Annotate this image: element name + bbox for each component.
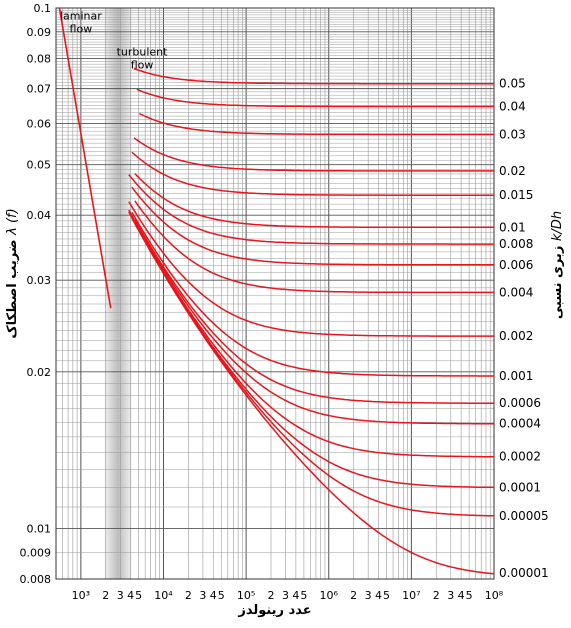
roughness-label: 0.0006	[499, 396, 541, 410]
roughness-label: 0.008	[499, 237, 533, 251]
curve-0.015	[131, 151, 494, 196]
x-tick-label: 3	[282, 589, 289, 602]
curve-0.004	[134, 200, 494, 294]
y-axis-title: ضریب اصطکاک λ (f)	[5, 208, 20, 338]
y-tick-label: 0.02	[27, 366, 52, 379]
x-tick-label: 5	[300, 589, 307, 602]
roughness-label: 0.001	[499, 369, 533, 383]
x-axis-title: عدد رینولدز	[237, 603, 311, 618]
x-tick-label: 2	[433, 589, 440, 602]
y-tick-label: 0.08	[27, 52, 52, 65]
y-tick-label: 0.01	[27, 523, 52, 536]
y-tick-label: 0.04	[27, 209, 52, 222]
x-tick-label: 3	[365, 589, 372, 602]
curve-0.01	[134, 172, 494, 229]
roughness-label: 0.0004	[499, 417, 541, 431]
curve-0.0006	[134, 219, 494, 404]
x-tick-label: 4	[127, 589, 134, 602]
y-tick-label: 0.06	[27, 117, 52, 130]
roughness-label: 0.0001	[499, 480, 541, 494]
y-tick-label: 0.008	[20, 573, 52, 586]
roughness-label: 0.002	[499, 329, 533, 343]
x-tick-label: 10⁷	[402, 589, 420, 602]
roughness-label: 0.015	[499, 188, 533, 202]
x-tick-label: 4	[292, 589, 299, 602]
x-tick-label: 2	[267, 589, 274, 602]
curve-0.001	[131, 212, 494, 377]
curve-0.02	[133, 137, 494, 172]
curve-0.03	[138, 112, 494, 136]
x-tick-label: 10⁵	[237, 589, 255, 602]
turbulent-annotation: turbulent flow	[117, 46, 169, 72]
transition-band	[104, 8, 132, 579]
x-tick-label: 3	[199, 589, 206, 602]
y-tick-label: 0.1	[34, 2, 52, 15]
y-tick-label: 0.09	[27, 26, 52, 39]
x-tick-label: 2	[185, 589, 192, 602]
x-tick-label: 5	[466, 589, 473, 602]
x-tick-label: 4	[375, 589, 382, 602]
curve-0.00001	[131, 217, 495, 575]
roughness-label: 0.006	[499, 258, 533, 272]
x-tick-label: 4	[458, 589, 465, 602]
curve-0.008	[128, 174, 494, 245]
roughness-label: 0.03	[499, 127, 526, 141]
x-tick-label: 10⁸	[485, 589, 504, 602]
curve-0.00005	[128, 211, 494, 517]
x-tick-label: 10⁶	[320, 589, 339, 602]
x-tick-label: 2	[350, 589, 357, 602]
curve-0.0001	[134, 222, 495, 489]
laminar-annotation: laminar flow	[60, 10, 102, 36]
roughness-label: 0.05	[499, 77, 526, 91]
plot-frame	[55, 7, 495, 580]
curve-0.0004	[128, 209, 494, 425]
y-tick-label: 0.009	[20, 546, 52, 559]
x-tick-label: 5	[218, 589, 225, 602]
y-tick-label: 0.05	[27, 159, 52, 172]
x-tick-label: 3	[447, 589, 454, 602]
right-axis-title: زبری نسبی k/Dh	[550, 211, 565, 319]
x-tick-label: 2	[102, 589, 109, 602]
roughness-label: 0.02	[499, 164, 526, 178]
x-tick-label: 3	[117, 589, 124, 602]
roughness-label: 0.00001	[499, 566, 549, 580]
curve-0.04	[136, 88, 494, 108]
x-tick-label: 4	[210, 589, 217, 602]
x-tick-label: 5	[383, 589, 390, 602]
x-tick-label: 5	[135, 589, 142, 602]
x-tick-label: 10³	[72, 589, 90, 602]
curve-0.0002	[131, 216, 494, 458]
roughness-label: 0.0002	[499, 450, 541, 464]
x-tick-label: 10⁴	[154, 589, 173, 602]
laminar-line	[58, 7, 112, 309]
y-tick-label: 0.03	[27, 274, 52, 287]
curve-0.002	[128, 201, 494, 337]
curve-0.05	[133, 67, 494, 85]
roughness-label: 0.00005	[499, 509, 549, 523]
roughness-label: 0.01	[499, 220, 526, 234]
roughness-label: 0.004	[499, 285, 533, 299]
roughness-label: 0.04	[499, 100, 526, 114]
y-tick-label: 0.07	[27, 83, 52, 96]
curve-0.006	[131, 186, 494, 266]
